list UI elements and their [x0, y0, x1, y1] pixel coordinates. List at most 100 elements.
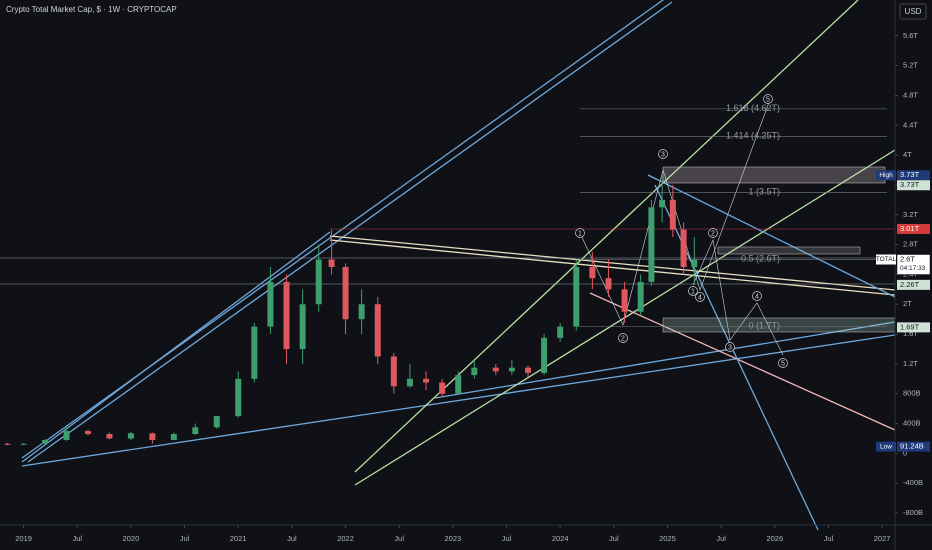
wave-label: 5	[781, 360, 785, 367]
price-tag: High	[879, 172, 893, 179]
wave-label: 3	[728, 344, 732, 351]
wave-label: 3	[661, 151, 665, 158]
y-tick-label: -800B	[903, 508, 923, 517]
fib-label: 0 (1.7T)	[748, 321, 780, 331]
x-tick-label: Jul	[287, 534, 297, 543]
candle-body	[328, 259, 335, 267]
candle-body	[524, 367, 531, 373]
candle-body	[170, 434, 177, 440]
wave-circle	[658, 149, 668, 159]
x-tick-label: Jul	[72, 534, 82, 543]
currency: USD	[905, 7, 922, 16]
y-tick-label: 800B	[903, 389, 921, 398]
candle-body	[573, 266, 580, 327]
trend-line	[647, 174, 896, 298]
wave-circle	[695, 292, 705, 302]
x-tick-label: 2020	[123, 534, 140, 543]
candle-body	[84, 431, 91, 435]
price-label-box	[897, 441, 930, 452]
candle-body	[358, 304, 365, 320]
candle-body	[106, 434, 113, 439]
x-tick-label: 2022	[337, 534, 354, 543]
y-tick-label: 4.8T	[903, 90, 918, 99]
price-label-box	[897, 279, 930, 290]
wave-circle	[763, 94, 773, 104]
candle-body	[390, 356, 397, 387]
price-tag-box	[876, 170, 896, 181]
wave-label: 2	[621, 335, 625, 342]
fib-label: 0.5 (2.6T)	[741, 253, 780, 263]
candle-body	[127, 433, 134, 439]
candle-body	[423, 378, 430, 383]
x-tick-label: Jul	[502, 534, 512, 543]
price-label: 3.01T	[900, 224, 920, 233]
candle-body	[669, 199, 676, 230]
candle-body	[213, 416, 220, 428]
candle-body	[192, 427, 199, 435]
y-tick-label: 1.6T	[903, 329, 918, 338]
price-label: 2.26T	[900, 280, 920, 289]
price-label-box	[897, 223, 930, 234]
x-tick-label: 2023	[445, 534, 462, 543]
fib-label: 1.414 (4.25T)	[726, 130, 780, 140]
candle-body	[659, 199, 666, 208]
zone-box	[717, 246, 861, 255]
x-tick-label: 2024	[552, 534, 569, 543]
price-label: 2.6T	[900, 255, 915, 264]
y-tick-label: 5.6T	[903, 31, 918, 40]
price-tag-box	[876, 441, 896, 452]
price-label: 3.73T	[900, 170, 920, 179]
candle-body	[315, 259, 322, 305]
fib-label: 1 (3.5T)	[748, 186, 780, 196]
x-tick-label: 2021	[230, 534, 247, 543]
candle-body	[541, 337, 548, 373]
candle-body	[557, 326, 564, 338]
candle-body	[299, 304, 306, 350]
wave-label: 1	[578, 230, 582, 237]
x-tick-label: Jul	[609, 534, 619, 543]
y-tick-label: 4.4T	[903, 120, 918, 129]
candle-body	[680, 229, 687, 267]
candle-body	[508, 367, 515, 372]
y-tick-label: 4T	[903, 150, 912, 159]
y-tick-label: -400B	[903, 478, 923, 487]
trend-line	[21, 231, 331, 463]
x-tick-label: Jul	[824, 534, 834, 543]
candle-body	[42, 439, 49, 444]
x-tick-label: 2019	[15, 534, 32, 543]
candle-body	[455, 375, 462, 394]
y-tick-label: 3.2T	[903, 210, 918, 219]
y-tick-label: 2T	[903, 299, 912, 308]
wave-circle	[708, 228, 718, 238]
wave-label: 1	[691, 288, 695, 295]
wave-label: 2	[711, 230, 715, 237]
trend-line	[27, 1, 673, 463]
candle-body	[605, 278, 612, 290]
trend-line	[329, 239, 896, 296]
candle-body	[20, 443, 27, 445]
candle-body	[648, 207, 655, 282]
price-label: 1.69T	[900, 322, 920, 331]
candle-body	[691, 259, 698, 267]
chart-title: Crypto Total Market Cap, $ · 1W · CRYPTO…	[6, 5, 177, 14]
candle-body	[235, 378, 242, 417]
candle-body	[283, 281, 290, 350]
price-label-box	[897, 170, 930, 181]
wave-path	[692, 238, 784, 356]
y-tick-label: 1.2T	[903, 359, 918, 368]
x-tick-label: Jul	[394, 534, 404, 543]
trend-line	[434, 321, 896, 399]
x-tick-label: Jul	[180, 534, 190, 543]
candle-body	[4, 443, 11, 445]
y-tick-label: 0	[903, 448, 907, 457]
candle-body	[589, 266, 596, 279]
zone-box	[662, 166, 886, 184]
x-tick-label: 2025	[659, 534, 676, 543]
wave-circle	[725, 342, 735, 352]
trend-line	[21, 334, 896, 467]
trend-line	[589, 292, 896, 431]
price-label-box	[896, 254, 931, 275]
y-tick-label: 2.8T	[903, 240, 918, 249]
trend-line	[329, 235, 896, 291]
